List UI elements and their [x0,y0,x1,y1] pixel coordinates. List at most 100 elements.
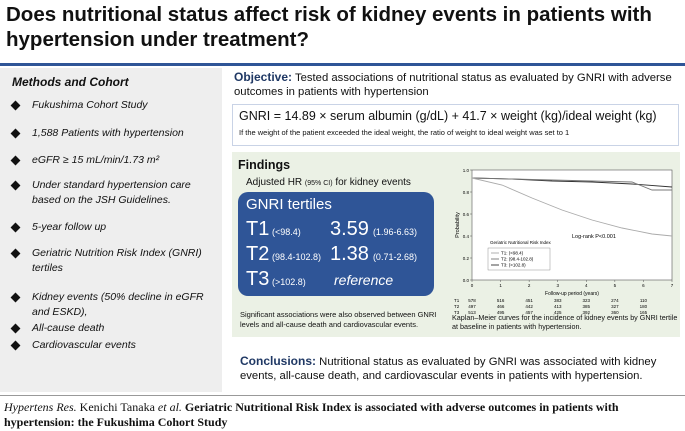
authors: Kenichi Tanaka [79,400,155,414]
et-al: et al. [157,400,182,414]
x-tick-label: 6 [642,283,645,288]
method-item: eGFR ≥ 15 mL/min/1.73 m² [10,153,218,168]
method-item: Under standard hypertension care based o… [10,178,218,208]
method-text: Cardiovascular events [32,339,136,351]
hazard-ratio: 3.59 [330,218,369,240]
risk-count: 383 [554,298,562,303]
hr-label: Adjusted HR [246,177,303,188]
hazard-ratio: 1.38 [330,243,369,265]
risk-count: 513 [468,310,476,315]
hr-ci: (1.96-6.63) [372,227,417,237]
method-text: 5-year follow up [32,221,107,233]
risk-count: 385 [583,304,591,309]
tertile: T3 [246,268,270,290]
hr-row: T1 (<98.4) 3.59 (1.96-6.63) [246,218,417,241]
method-text: eGFR ≥ 15 mL/min/1.73 m² [32,154,160,166]
hr-box: GNRI tertiles T1 (<98.4) 3.59 (1.96-6.63) T2… [238,192,434,296]
hr-box-title: GNRI tertiles [246,196,332,213]
x-tick-label: 1 [499,283,502,288]
bullet [10,292,21,303]
risk-count: 497 [468,304,476,309]
risk-label: T2 [454,304,460,309]
risk-label: T3 [454,310,460,315]
y-axis-label: Probability [455,212,461,238]
risk-count: 442 [525,304,533,309]
formula-box: GNRI = 14.89 × serum albumin (g/dL) + 41… [232,104,679,146]
y-tick-label: 0.0 [463,278,470,283]
risk-count: 578 [468,298,476,303]
hr-row: T3 (>102.8) reference [246,268,393,291]
citation: Hypertens Res. Kenichi Tanaka et al. Ger… [4,400,684,430]
x-axis-label: Follow-up period (years) [545,291,599,297]
method-text: 1,588 Patients with hypertension [32,127,184,139]
objective-text: Tested associations of nutritional statu… [234,72,672,98]
bullet [10,222,21,233]
km-curve [471,177,672,191]
risk-count: 165 [640,310,648,315]
risk-count: 466 [497,304,505,309]
bullet [10,323,21,334]
method-item: 5-year follow up [10,220,218,235]
legend-title: Geriatric Nutritional Risk Index [490,240,552,245]
km-curve [471,177,673,237]
x-tick-label: 3 [556,283,559,288]
method-item: Fukushima Cohort Study [10,98,218,113]
km-caption-box: Kaplan–Meier curves for the incidence of… [452,313,678,331]
method-text: Under standard hypertension care based o… [32,179,191,206]
km-caption: Kaplan–Meier curves for the incidence of… [452,313,678,331]
y-tick-label: 0.4 [463,234,470,239]
risk-count: 360 [611,310,619,315]
bullet [10,155,21,166]
objective: Objective: Tested associations of nutrit… [234,70,679,99]
bullet [10,180,21,191]
risk-count: 392 [583,310,591,315]
y-tick-label: 1.0 [463,168,470,173]
formula-note: If the weight of the patient exceeded th… [239,128,570,137]
findings-note: Significant associations were also obser… [240,310,437,329]
hr-row: T2 (98.4-102.8) 1.38 (0.71-2.68) [246,243,417,266]
conclusions-label: Conclusions: [240,354,317,368]
y-tick-label: 0.2 [463,256,470,261]
risk-count: 327 [611,304,619,309]
hr-caption: Adjusted HR (95% CI) for kidney events [246,177,411,188]
tertile: T2 [246,243,270,265]
x-tick-label: 4 [585,283,588,288]
y-tick-label: 0.6 [463,212,470,217]
legend-label: T1: (<98.4) [501,251,524,256]
hr-ci: (0.71-2.68) [372,252,417,262]
risk-count: 425 [554,310,562,315]
title: Does nutritional status affect risk of k… [6,3,652,51]
footer-rule [0,395,685,396]
paper-title: Geriatric Nutritional Risk Index is asso… [4,400,619,429]
method-item: Geriatric Nutrition Risk Index (GNRI) te… [10,246,218,276]
risk-count: 413 [554,304,562,309]
risk-count: 110 [640,298,648,303]
risk-count: 274 [611,298,619,303]
conclusions-text: Nutritional status as evaluated by GNRI … [240,356,657,382]
hazard-ratio: reference [334,272,394,288]
x-tick-label: 2 [528,283,531,288]
risk-count: 180 [640,304,648,309]
formula: GNRI = 14.89 × serum albumin (g/dL) + 41… [239,109,657,123]
legend-label: T3: (>102.8) [501,263,526,268]
tertile-range: (98.4-102.8) [272,252,322,262]
hr-ci: (95% CI) [304,180,333,187]
risk-count: 457 [525,310,533,315]
bullet [10,340,21,351]
tertile-range: (<98.4) [272,227,301,237]
journal: Hypertens Res. [4,400,77,414]
bullet [10,128,21,139]
method-item: 1,588 Patients with hypertension [10,126,218,141]
risk-count: 323 [583,298,591,303]
tertile: T1 [246,218,270,240]
method-text: Geriatric Nutrition Risk Index (GNRI) te… [32,247,202,274]
method-text: Fukushima Cohort Study [32,99,148,111]
methods-heading: Methods and Cohort [12,75,129,89]
risk-count: 451 [525,298,533,303]
method-item: Kidney events (50% decline in eGFR and E… [10,290,218,320]
risk-label: T1 [454,298,460,303]
findings-heading: Findings [238,158,291,172]
km-chart: 1.0 0.8 0.6 0.4 0.2 0.00 1 2 3 4 5 6 7 Probability Fol… [452,168,678,331]
x-tick-label: 7 [671,283,674,288]
